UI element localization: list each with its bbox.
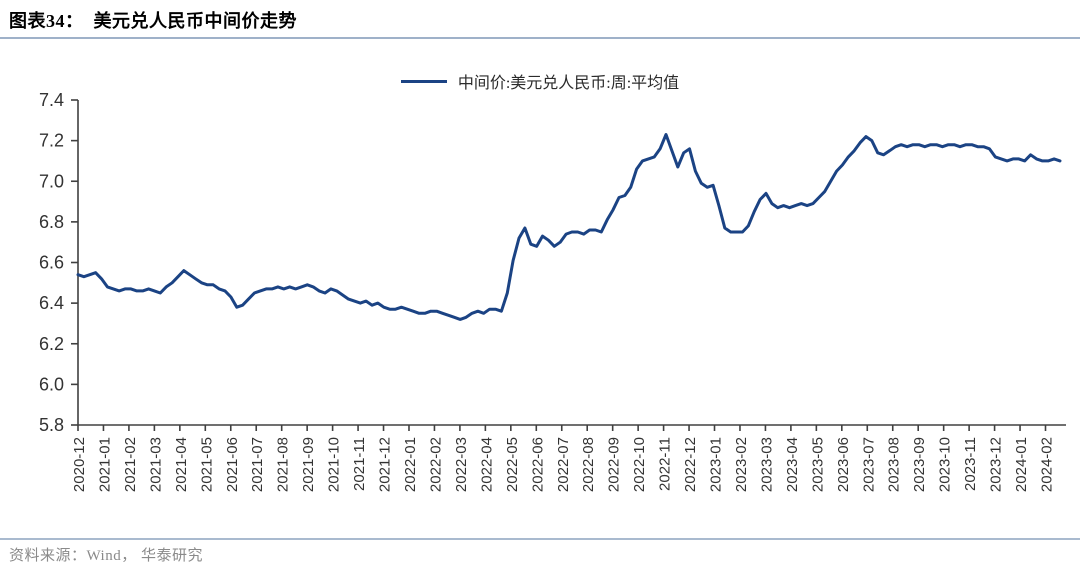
price-line xyxy=(76,133,1062,321)
x-tick-label: 2021-10 xyxy=(326,437,343,492)
x-tick-label: 2023-03 xyxy=(758,437,775,492)
y-tick-label: 6.6 xyxy=(39,253,64,273)
x-tick-label: 2021-11 xyxy=(351,437,368,491)
y-tick-label: 7.0 xyxy=(39,171,64,191)
legend-line-swatch-icon xyxy=(400,79,447,83)
x-tick-label: 2022-03 xyxy=(453,437,470,492)
y-tick-label: 6.4 xyxy=(39,293,64,313)
legend: 中间价:美元兑人民币:周:平均值 xyxy=(0,69,1080,93)
x-tick-label: 2022-05 xyxy=(504,437,521,492)
x-tick-label: 2021-06 xyxy=(224,437,241,492)
x-tick-label: 2022-01 xyxy=(402,437,419,492)
y-tick-label: 7.2 xyxy=(39,131,64,151)
legend-label: 中间价:美元兑人民币:周:平均值 xyxy=(457,75,680,92)
x-tick-label: 2021-08 xyxy=(275,437,292,492)
x-tick-label: 2022-08 xyxy=(580,437,597,492)
chart-title: 图表34： 美元兑人民币中间价走势 xyxy=(9,11,297,31)
x-tick-label: 2023-09 xyxy=(911,437,928,492)
x-tick-label: 2021-05 xyxy=(198,437,215,492)
x-tick-label: 2021-07 xyxy=(249,437,266,492)
x-tick-label: 2023-06 xyxy=(835,437,852,492)
x-tick-label: 2023-10 xyxy=(937,437,954,492)
x-tick-label: 2023-08 xyxy=(886,437,903,492)
x-tick-label: 2021-12 xyxy=(377,437,394,492)
x-tick-label: 2024-02 xyxy=(1039,437,1056,492)
x-tick-label: 2023-01 xyxy=(708,437,725,492)
x-tick-label: 2022-02 xyxy=(427,437,444,492)
x-tick-label: 2023-05 xyxy=(809,437,826,492)
x-tick-label: 2021-04 xyxy=(173,437,190,492)
x-tick-label: 2021-09 xyxy=(300,437,317,492)
x-tick-label: 2023-07 xyxy=(860,437,877,492)
x-tick-label: 2022-10 xyxy=(631,437,648,492)
x-tick-label: 2021-02 xyxy=(122,437,139,492)
x-tick-label: 2022-06 xyxy=(529,437,546,492)
source-note: 资料来源：Wind， 华泰研究 xyxy=(9,548,203,564)
title-divider xyxy=(0,37,1080,39)
y-tick-label: 6.0 xyxy=(39,374,64,394)
x-tick-label: 2023-02 xyxy=(733,437,750,492)
x-tick-label: 2022-09 xyxy=(606,437,623,492)
y-tick-label: 7.4 xyxy=(39,90,64,110)
y-tick-label: 6.2 xyxy=(39,334,64,354)
footer-divider xyxy=(0,538,1080,540)
x-tick-label: 2023-12 xyxy=(988,437,1005,492)
x-tick-label: 2020-12 xyxy=(71,437,88,492)
x-tick-label: 2022-12 xyxy=(682,437,699,492)
x-tick-label: 2021-03 xyxy=(147,437,164,492)
y-tick-label: 5.8 xyxy=(39,415,64,435)
x-tick-label: 2021-01 xyxy=(96,437,113,492)
x-tick-label: 2022-11 xyxy=(657,437,674,491)
x-tick-label: 2023-04 xyxy=(784,437,801,492)
y-tick-label: 6.8 xyxy=(39,212,64,232)
x-tick-label: 2022-04 xyxy=(478,437,495,492)
x-tick-label: 2022-07 xyxy=(555,437,572,492)
x-tick-label: 2024-01 xyxy=(1013,437,1030,492)
x-tick-label: 2023-11 xyxy=(962,437,979,491)
axes xyxy=(77,100,1066,426)
